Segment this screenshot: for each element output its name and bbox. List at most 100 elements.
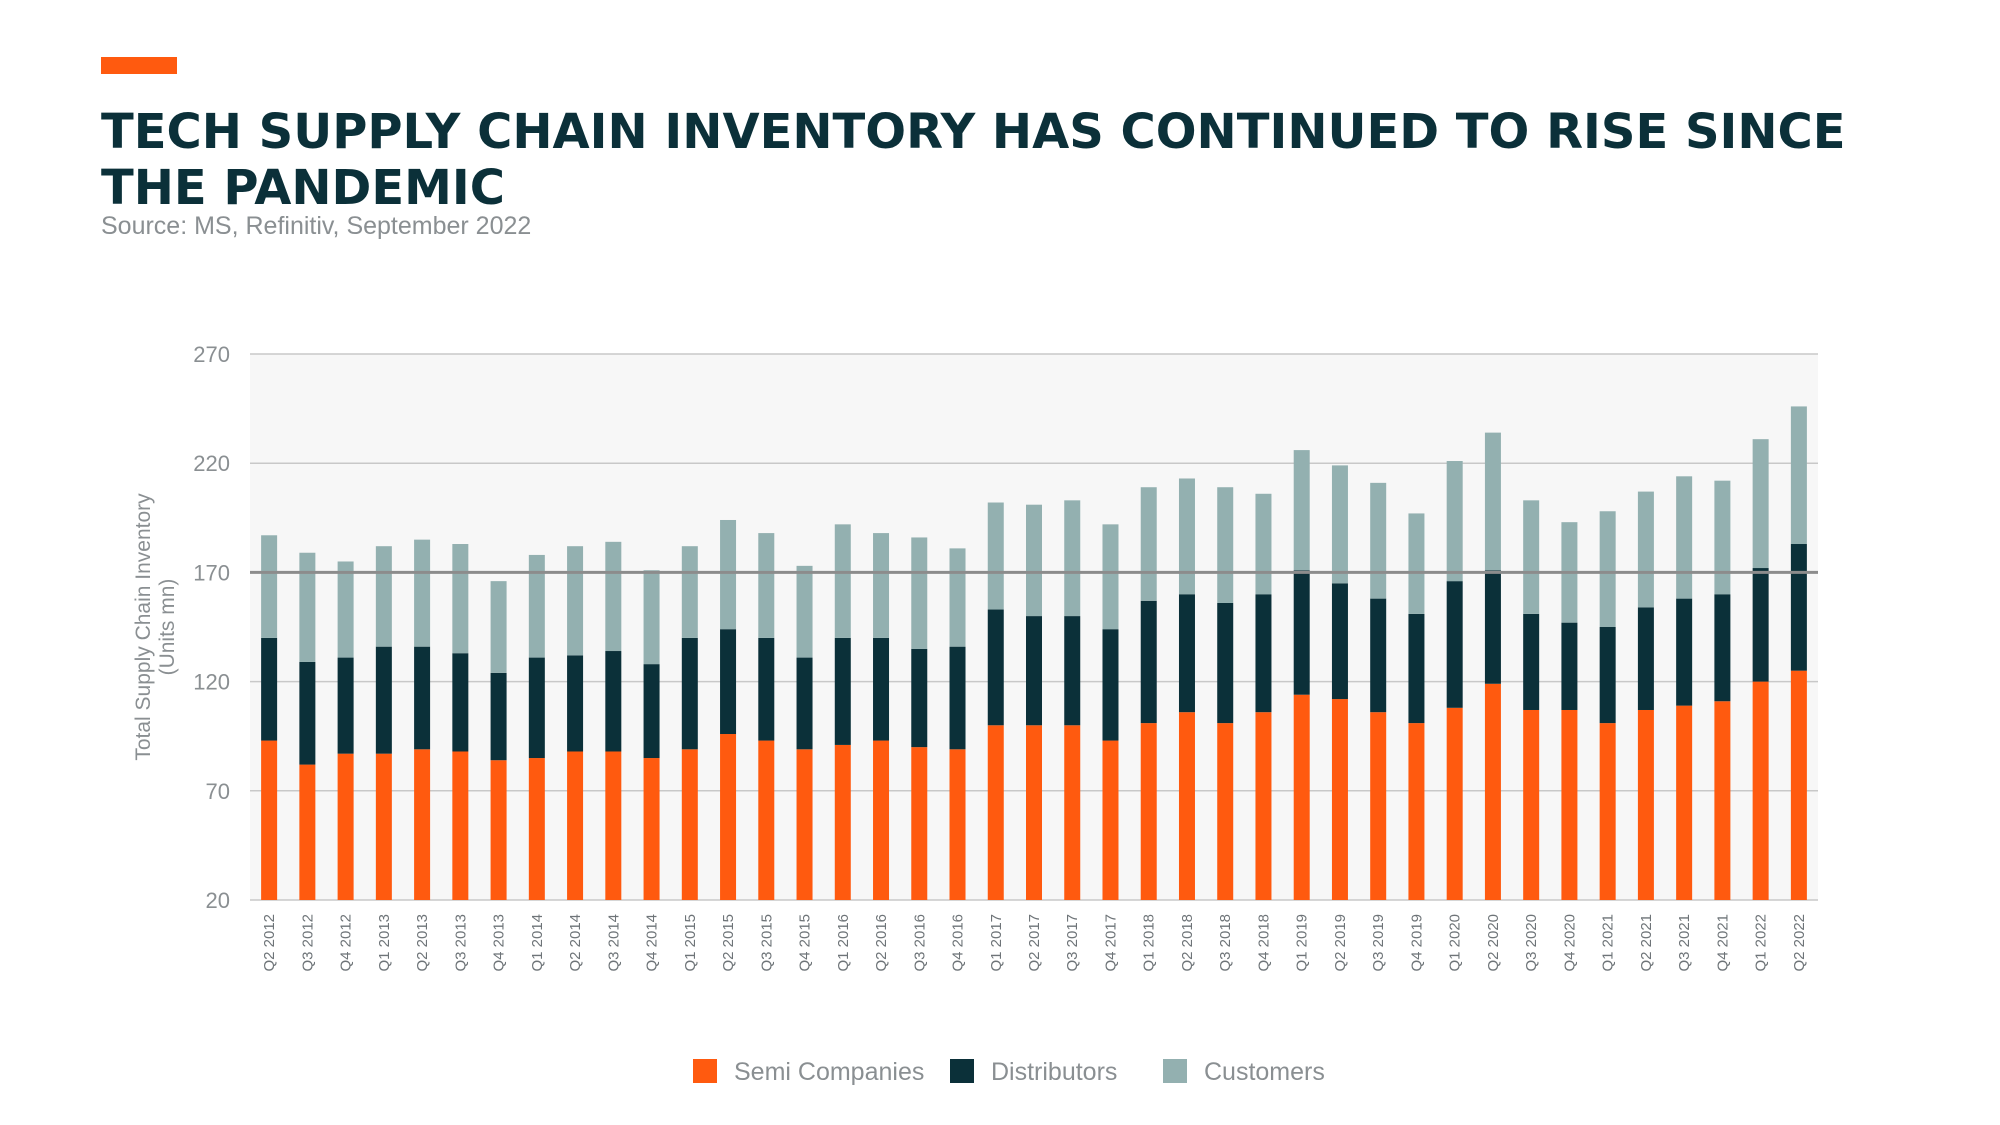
bar-segment-distributors bbox=[1255, 594, 1272, 713]
bar-segment-distributors bbox=[1446, 581, 1463, 708]
bar-segment-customers bbox=[796, 565, 813, 658]
bar-segment-distributors bbox=[1217, 602, 1234, 724]
bar-segment-distributors bbox=[1140, 600, 1157, 724]
bar-segment-customers bbox=[643, 570, 660, 665]
bar-segment-semi-companies bbox=[1523, 709, 1540, 900]
bar-segment-semi-companies bbox=[1714, 701, 1731, 900]
bar-segment-semi-companies bbox=[1484, 683, 1501, 900]
page-title: TECH SUPPLY CHAIN INVENTORY HAS CONTINUE… bbox=[101, 104, 1846, 216]
bar-segment-customers bbox=[490, 581, 507, 673]
x-tick-label: Q4 2013 bbox=[491, 914, 508, 972]
bar-segment-customers bbox=[567, 546, 584, 656]
bar-segment-customers bbox=[1217, 487, 1234, 603]
bar-segment-distributors bbox=[452, 653, 469, 752]
bar-segment-semi-companies bbox=[1637, 709, 1654, 900]
bar-segment-distributors bbox=[490, 672, 507, 761]
x-tick-label: Q3 2012 bbox=[299, 914, 316, 972]
bar-segment-distributors bbox=[567, 655, 584, 752]
bar-segment-customers bbox=[1714, 480, 1731, 595]
bar-segment-semi-companies bbox=[1178, 712, 1195, 900]
bar-segment-distributors bbox=[1102, 629, 1119, 741]
bar-segment-semi-companies bbox=[1140, 723, 1157, 900]
x-tick-label: Q1 2022 bbox=[1753, 914, 1770, 972]
legend-swatch bbox=[1163, 1059, 1187, 1083]
bar-segment-distributors bbox=[1714, 594, 1731, 702]
bar-segment-distributors bbox=[1064, 616, 1081, 726]
x-tick-label: Q2 2018 bbox=[1179, 914, 1196, 972]
bar-segment-customers bbox=[1064, 500, 1081, 617]
legend-swatch bbox=[950, 1059, 974, 1083]
x-tick-label: Q1 2019 bbox=[1294, 914, 1311, 972]
x-tick-label: Q1 2013 bbox=[376, 914, 393, 972]
x-tick-label: Q2 2012 bbox=[261, 914, 278, 972]
bar-segment-distributors bbox=[1370, 598, 1387, 713]
legend: Semi Companies Distributors Customers bbox=[693, 1058, 1325, 1086]
y-axis-label-line: (Units mn) bbox=[156, 579, 179, 676]
x-tick-label: Q2 2015 bbox=[720, 914, 737, 972]
x-tick-label: Q1 2021 bbox=[1600, 914, 1617, 972]
bar-segment-customers bbox=[1446, 461, 1463, 582]
bar-segment-distributors bbox=[1523, 613, 1540, 710]
y-tick-label: 120 bbox=[193, 670, 230, 695]
bars bbox=[261, 406, 1807, 900]
bar-segment-distributors bbox=[1599, 627, 1616, 724]
bar-segment-distributors bbox=[414, 646, 431, 750]
x-tick-label: Q3 2021 bbox=[1676, 914, 1693, 972]
x-tick-label: Q2 2017 bbox=[1026, 914, 1043, 972]
x-tick-label: Q2 2022 bbox=[1791, 914, 1808, 972]
bar-segment-distributors bbox=[987, 609, 1004, 726]
bar-segment-distributors bbox=[1637, 607, 1654, 710]
bar-segment-distributors bbox=[1676, 598, 1693, 706]
x-tick-label: Q4 2012 bbox=[338, 914, 355, 972]
bar-segment-semi-companies bbox=[605, 751, 622, 900]
bar-segment-distributors bbox=[911, 648, 928, 748]
y-tick-label: 70 bbox=[206, 779, 230, 804]
bar-segment-distributors bbox=[873, 637, 890, 741]
bar-segment-distributors bbox=[1408, 613, 1425, 724]
bar-segment-customers bbox=[1408, 513, 1425, 614]
bar-segment-customers bbox=[337, 561, 354, 658]
bar-segment-distributors bbox=[1331, 583, 1348, 700]
bar-segment-customers bbox=[299, 552, 316, 662]
x-tick-label: Q3 2018 bbox=[1217, 914, 1234, 972]
bar-segment-customers bbox=[1637, 491, 1654, 608]
accent-bar bbox=[101, 57, 177, 74]
legend-label: Customers bbox=[1204, 1058, 1325, 1086]
y-axis-label-line: Total Supply Chain Inventory bbox=[132, 493, 155, 761]
bar-segment-semi-companies bbox=[337, 753, 354, 900]
bar-segment-customers bbox=[1790, 406, 1807, 545]
x-tick-label: Q3 2014 bbox=[605, 914, 622, 972]
bar-segment-distributors bbox=[1026, 616, 1042, 726]
x-tick-label: Q3 2015 bbox=[758, 914, 775, 972]
bar-segment-distributors bbox=[1484, 570, 1501, 684]
bar-segment-semi-companies bbox=[911, 747, 928, 900]
bar-segment-distributors bbox=[1561, 622, 1578, 710]
bar-segment-customers bbox=[1752, 439, 1769, 569]
bar-segment-semi-companies bbox=[452, 751, 469, 900]
bar-segment-customers bbox=[758, 533, 775, 638]
bar-segment-semi-companies bbox=[1255, 712, 1272, 900]
bar-segment-semi-companies bbox=[261, 740, 278, 900]
bar-segment-distributors bbox=[528, 657, 545, 759]
x-tick-label: Q4 2021 bbox=[1714, 914, 1731, 972]
bar-segment-semi-companies bbox=[414, 749, 431, 900]
bar-segment-customers bbox=[834, 524, 851, 638]
bar-segment-distributors bbox=[1752, 568, 1769, 682]
bar-segment-distributors bbox=[758, 637, 775, 741]
bar-segment-customers bbox=[681, 546, 698, 638]
bar-segment-semi-companies bbox=[796, 749, 813, 900]
bar-segment-distributors bbox=[1178, 594, 1195, 713]
x-tick-label: Q1 2015 bbox=[682, 914, 699, 972]
bar-segment-customers bbox=[452, 544, 469, 654]
bar-segment-semi-companies bbox=[1370, 712, 1387, 900]
y-tick-label: 170 bbox=[193, 560, 230, 585]
x-tick-label: Q3 2017 bbox=[1064, 914, 1081, 972]
bar-segment-semi-companies bbox=[1064, 725, 1081, 900]
bar-segment-distributors bbox=[720, 629, 737, 735]
bar-segment-customers bbox=[375, 546, 392, 647]
bar-segment-semi-companies bbox=[567, 751, 584, 900]
x-tick-label: Q2 2014 bbox=[567, 914, 584, 972]
bar-segment-semi-companies bbox=[1293, 694, 1310, 900]
bar-segment-distributors bbox=[1293, 570, 1310, 695]
